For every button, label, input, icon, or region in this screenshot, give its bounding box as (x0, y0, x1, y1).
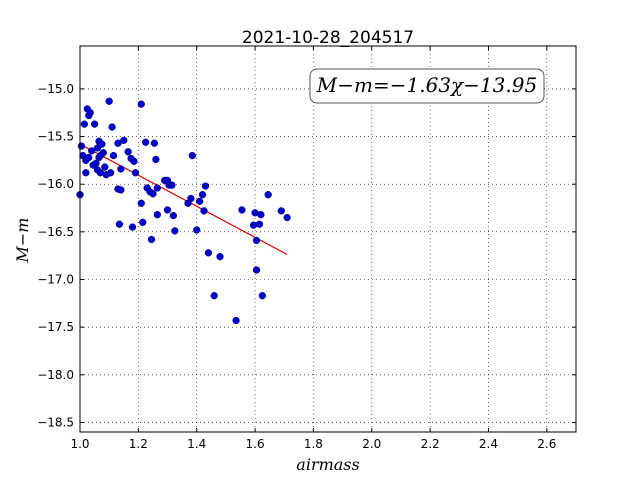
data-points (76, 97, 291, 325)
y-tick-label: −16.0 (37, 177, 74, 191)
data-point (171, 227, 179, 235)
x-tick-label: 1.0 (70, 437, 89, 451)
data-point (117, 165, 125, 173)
data-point (198, 191, 207, 199)
data-point (188, 151, 196, 160)
data-point (117, 186, 125, 194)
data-point (150, 139, 159, 147)
y-tick-label: −15.0 (37, 82, 74, 96)
data-point (115, 220, 124, 228)
y-tick-label: −18.5 (37, 415, 74, 429)
data-point (153, 184, 161, 192)
plot-area (80, 46, 576, 432)
data-point (163, 206, 172, 214)
x-tick-label: 1.6 (246, 437, 265, 451)
data-point (258, 292, 267, 300)
data-point (204, 249, 213, 257)
fit-equation: M−m=−1.63χ−13.95 (316, 73, 537, 97)
x-tick-label: 2.0 (362, 437, 381, 451)
data-point (77, 142, 86, 150)
y-axis-label: M−m (13, 218, 32, 264)
annotation-frame (309, 68, 545, 104)
data-point (141, 138, 150, 146)
y-tick-labels: −15.0 −15.5 −16.0 −16.5 −17.0 −17.5 −18.0 −18.5 (37, 82, 74, 430)
data-point (168, 181, 176, 189)
data-point (147, 235, 156, 244)
data-point (86, 109, 94, 117)
data-point (139, 218, 147, 226)
data-point (82, 169, 90, 177)
data-point (152, 155, 160, 164)
data-point (200, 207, 208, 215)
data-point (105, 97, 113, 105)
data-point (85, 153, 93, 162)
data-point (216, 252, 224, 261)
data-point (277, 207, 285, 215)
data-point (120, 136, 128, 145)
x-tick-label: 1.2 (129, 437, 148, 451)
x-axis-label: airmass (296, 455, 359, 474)
data-point (255, 220, 264, 228)
y-tick-label: −16.5 (37, 225, 74, 239)
y-tick-label: −17.0 (37, 273, 74, 287)
data-point (108, 123, 116, 131)
data-point (232, 316, 240, 325)
plot-frame (79, 45, 577, 433)
data-point (114, 139, 122, 147)
data-point (98, 140, 106, 148)
data-point (101, 163, 109, 171)
fit-line (79, 143, 288, 255)
chart-title: 2021-10-28_204517 (242, 28, 414, 48)
data-point (252, 236, 261, 245)
data-point (257, 211, 265, 219)
data-point (264, 191, 272, 199)
x-tick-label: 2.2 (421, 437, 440, 451)
data-point (210, 292, 218, 300)
data-point (90, 120, 99, 128)
y-tick-label: −18.0 (37, 368, 74, 382)
data-point (187, 194, 195, 203)
data-point (153, 211, 161, 219)
x-tick-label: 1.8 (304, 437, 323, 451)
y-tick-label: −17.5 (37, 320, 74, 334)
y-tick-label: −15.5 (37, 130, 74, 144)
data-point (193, 226, 201, 234)
data-point (149, 190, 157, 198)
data-point (283, 213, 291, 222)
data-point (238, 206, 246, 214)
data-point (130, 157, 138, 165)
data-point (252, 266, 261, 274)
data-point (195, 197, 204, 206)
data-point (201, 182, 210, 190)
data-point (88, 147, 96, 155)
data-point (99, 149, 107, 157)
ticks (79, 46, 576, 432)
data-point (80, 120, 89, 128)
data-point (131, 169, 140, 177)
data-point (109, 151, 118, 160)
data-point (137, 100, 145, 108)
x-tick-labels: 1.0 1.2 1.4 1.6 1.8 2.0 2.2 2.4 2.6 (70, 437, 556, 451)
x-tick-label: 2.4 (479, 437, 498, 451)
data-point (124, 148, 132, 156)
data-point (128, 223, 137, 231)
data-point (137, 199, 145, 207)
fit-line-group (79, 143, 288, 255)
data-point (106, 169, 115, 177)
x-tick-label: 1.4 (187, 437, 206, 451)
data-point (169, 211, 178, 220)
x-tick-label: 2.6 (537, 437, 556, 451)
fit-annotation-box: M−m=−1.63χ−13.95 (309, 68, 545, 104)
